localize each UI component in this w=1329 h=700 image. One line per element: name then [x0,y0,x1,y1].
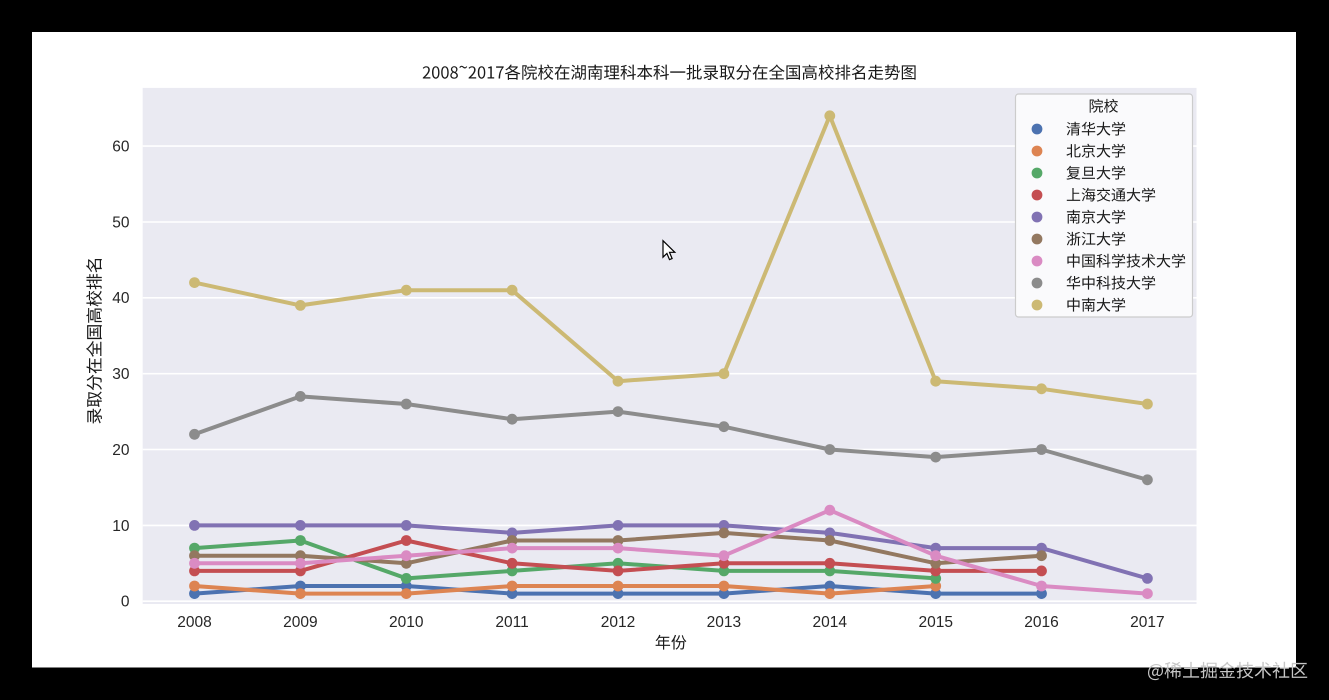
svg-text:2008: 2008 [177,614,211,631]
svg-text:0: 0 [121,594,130,611]
svg-text:20: 20 [112,442,130,459]
svg-text:2012: 2012 [601,614,635,631]
svg-text:2011: 2011 [495,614,528,631]
svg-text:40: 40 [112,290,130,307]
svg-text:60: 60 [112,139,130,156]
svg-text:2015: 2015 [918,614,952,631]
svg-text:2010: 2010 [389,614,424,631]
svg-text:2014: 2014 [813,614,848,631]
svg-text:10: 10 [112,518,130,535]
svg-text:2017: 2017 [1130,614,1164,631]
svg-text:30: 30 [112,366,130,383]
svg-text:2009: 2009 [283,614,317,631]
svg-text:2016: 2016 [1024,614,1058,631]
svg-text:50: 50 [112,214,130,231]
svg-text:2013: 2013 [707,614,741,631]
